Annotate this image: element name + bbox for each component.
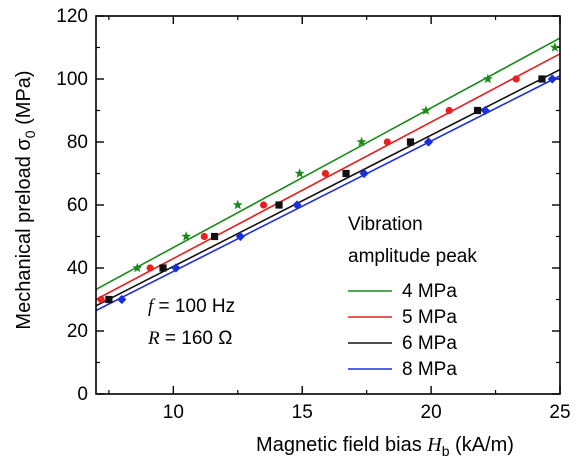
- y-tick-label: 100: [56, 69, 88, 90]
- data-point-6-mpa: [105, 295, 113, 304]
- data-point-4-mpa: [294, 168, 305, 178]
- data-point-6-mpa: [275, 201, 283, 209]
- data-point-4-mpa: [421, 105, 431, 115]
- legend-label-4-mpa: 4 MPa: [402, 281, 457, 302]
- legend-entries: 4 MPa 5 MPa 6 MPa 8 MPa: [348, 281, 457, 380]
- tick-labels: 10 15 20 25 0 20 40 60 80 100 120: [56, 6, 570, 423]
- data-point-8-mpa: [117, 294, 127, 305]
- data-point-5-mpa: [512, 75, 520, 83]
- x-tick-label: 20: [421, 402, 442, 423]
- data-point-8-mpa: [423, 137, 434, 147]
- fit-line-5-mpa: [95, 53, 561, 301]
- plot-frame: [95, 15, 561, 395]
- data-point-8-mpa: [171, 263, 181, 273]
- data-point-4-mpa: [181, 231, 192, 241]
- x-tick-label: 25: [549, 402, 570, 423]
- data-point-8-mpa: [480, 105, 490, 116]
- data-point-4-mpa: [356, 136, 367, 147]
- data-point-6-mpa: [406, 138, 415, 146]
- data-point-8-mpa: [359, 168, 369, 179]
- y-axis-label: Mechanical preload σ0 (MPa): [13, 70, 38, 329]
- legend-label-6-mpa: 6 MPa: [402, 333, 457, 354]
- fit-line-4-mpa: [95, 37, 561, 291]
- frequency-annotation: f = 100 Hz: [148, 296, 235, 317]
- data-point-5-mpa: [383, 138, 391, 146]
- data-point-5-mpa: [97, 295, 105, 304]
- y-tick-label: 0: [77, 384, 88, 405]
- x-tick-label: 10: [163, 402, 184, 423]
- y-tick-label: 20: [67, 321, 88, 342]
- resistance-annotation: R = 160 Ω: [147, 328, 232, 349]
- y-tick-label: 80: [67, 132, 88, 153]
- x-tick-label: 15: [292, 402, 313, 423]
- legend-title-line1: Vibration: [348, 214, 423, 235]
- data-point-6-mpa: [210, 232, 219, 241]
- legend: Vibration amplitude peak 4 MPa 5 MPa 6 MPa…: [348, 214, 477, 380]
- legend-title-line2: amplitude peak: [348, 246, 477, 267]
- fit-line-8-mpa: [95, 75, 561, 312]
- data-point-8-mpa: [547, 74, 557, 84]
- data-point-4-mpa: [232, 199, 243, 210]
- data-point-4-mpa: [549, 42, 560, 52]
- data-point-4-mpa: [132, 262, 143, 273]
- data-point-5-mpa: [445, 106, 453, 115]
- data-point-6-mpa: [538, 75, 546, 83]
- x-axis-label: Magnetic field bias Hb (kA/m): [256, 434, 514, 459]
- y-tick-label: 120: [56, 6, 88, 27]
- legend-label-8-mpa: 8 MPa: [402, 359, 457, 380]
- data-point-6-mpa: [473, 106, 482, 115]
- data-point-6-mpa: [342, 169, 350, 178]
- data-point-6-mpa: [159, 264, 167, 272]
- data-point-8-mpa: [235, 231, 245, 242]
- data-point-5-mpa: [200, 232, 208, 241]
- data-point-8-mpa: [292, 200, 302, 210]
- data-point-5-mpa: [259, 201, 268, 209]
- data-point-5-mpa: [321, 169, 330, 178]
- data-point-5-mpa: [146, 264, 154, 272]
- y-tick-label: 40: [67, 258, 88, 279]
- data-markers: [97, 42, 560, 305]
- y-tick-label: 60: [67, 195, 88, 216]
- data-point-4-mpa: [482, 73, 493, 84]
- legend-label-5-mpa: 5 MPa: [402, 307, 457, 328]
